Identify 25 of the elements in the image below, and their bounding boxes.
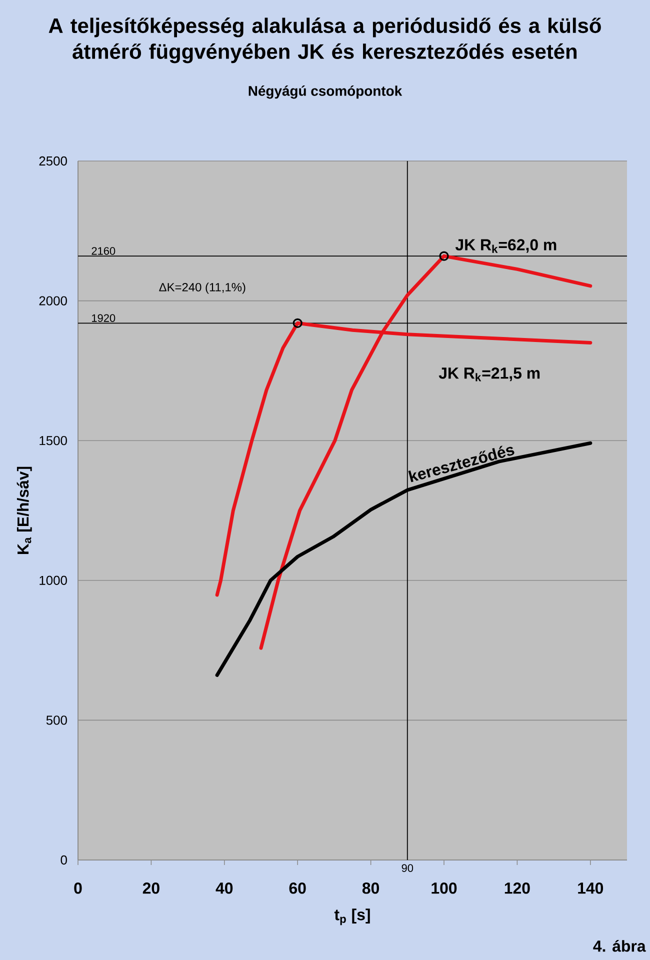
- annotation: ΔK=240 (11,1%): [159, 282, 246, 294]
- y-tick-label: 2000: [39, 296, 67, 306]
- x-tick-label: 40: [216, 882, 233, 894]
- x-tick-label: 0: [74, 882, 82, 894]
- text: 4. ábra: [593, 940, 646, 952]
- x-axis-title: t$_{p}$ [s]: [334, 908, 370, 926]
- y-tick-label: 1000: [40, 576, 67, 585]
- chart-title: A teljesítőképesség alakulása a periódusidő és a külső átmérő függvényében JK és kereszteződés esetén: [48, 18, 601, 64]
- x-tick-label: 140: [578, 882, 604, 894]
- y-tick-label: 2500: [39, 156, 67, 166]
- x-tick-label: 120: [504, 882, 530, 894]
- x-tick-label: 60: [289, 882, 306, 894]
- y-tick-label: 0: [60, 855, 67, 865]
- x-tick-label: 100: [432, 882, 457, 894]
- y-axis-title: K$_{a}$ [E/h/sáv]: [16, 466, 32, 554]
- ref-line-label: 1920: [92, 314, 116, 322]
- chart-subtitle: Négyágú csomópontok: [248, 86, 402, 99]
- y-tick-label: 1500: [40, 436, 67, 446]
- series-label: JK R$_{k}$=62,0 m: [455, 239, 556, 253]
- series-label: JK R$_{k}$=21,5 m: [438, 367, 540, 382]
- x-tick-label: 20: [142, 882, 160, 894]
- ref-line-label: 90: [402, 864, 414, 872]
- x-tick-label: 80: [362, 882, 379, 894]
- y-tick-label: 500: [46, 716, 67, 725]
- ref-line-label: 2160: [92, 247, 116, 255]
